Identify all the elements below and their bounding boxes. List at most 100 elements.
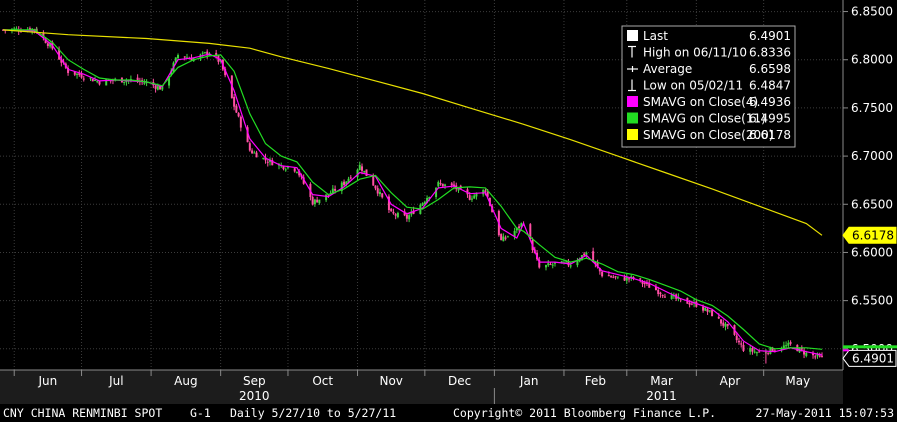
candle-body <box>726 323 729 326</box>
candle-body <box>482 189 485 195</box>
candle-body <box>711 310 714 317</box>
candle-body <box>224 68 227 76</box>
candle-body <box>502 236 505 242</box>
legend-value: 6.8336 <box>749 46 791 60</box>
candle-body <box>444 184 447 186</box>
legend-label: SMAVG on Close(11) <box>643 112 766 126</box>
candle-body <box>814 356 817 358</box>
footer-period: Daily 5/27/10 to 5/27/11 <box>230 406 396 420</box>
candle-body <box>80 74 83 78</box>
candle-body <box>19 31 22 33</box>
moving-average-lines <box>2 29 823 356</box>
candle-body <box>435 187 438 197</box>
candle-body <box>136 77 139 82</box>
candle-body <box>612 276 615 278</box>
candle-body <box>408 215 411 220</box>
candle-body <box>466 189 469 195</box>
candle-body <box>423 201 426 205</box>
candle-body <box>780 348 783 350</box>
candle-body <box>789 342 792 344</box>
candle-body <box>800 347 803 350</box>
candle-body <box>753 351 756 353</box>
candle-body <box>49 43 52 47</box>
candle-body <box>585 252 588 255</box>
candle-body <box>318 199 321 204</box>
y-tick-label: 6.6000 <box>851 245 893 259</box>
candle-body <box>44 38 47 44</box>
x-year-label: 2011 <box>646 389 677 403</box>
candle-body <box>630 276 633 278</box>
candle-body <box>345 181 348 185</box>
candle-body <box>156 86 159 90</box>
candle-body <box>553 262 556 264</box>
candle-body <box>475 192 478 197</box>
candle-body <box>302 177 305 184</box>
candle-body <box>316 199 319 203</box>
candle-body <box>313 199 316 205</box>
candle-body <box>177 55 180 59</box>
candle-body <box>751 347 754 352</box>
x-month-label: Jan <box>519 374 539 388</box>
candle-body <box>215 52 218 56</box>
candle-body <box>576 260 579 266</box>
sma-4-axis-marker <box>843 349 849 352</box>
candle-body <box>737 340 740 343</box>
candle-body <box>363 170 366 173</box>
candle-body <box>628 278 631 280</box>
candle-body <box>343 181 346 185</box>
legend-label: Average <box>643 62 692 76</box>
candle-body <box>565 261 568 263</box>
candle-body <box>722 322 725 326</box>
candle-body <box>623 277 626 281</box>
candle-body <box>233 96 236 107</box>
candle-body <box>547 263 550 266</box>
candle-body <box>168 76 171 86</box>
legend-value: 6.6598 <box>749 62 791 76</box>
candle-body <box>506 236 509 238</box>
candle-body <box>159 85 162 90</box>
footer-copyright: Copyright© 2011 Bloomberg Finance L.P. <box>453 406 716 420</box>
candle-body <box>484 190 487 193</box>
y-tick-label: 6.8000 <box>851 53 893 67</box>
candle-body <box>717 316 720 319</box>
candle-body <box>356 169 359 178</box>
yellow-square-icon <box>627 129 638 140</box>
white-square-icon <box>627 30 638 41</box>
candle-body <box>583 253 586 256</box>
candle-body <box>251 150 254 154</box>
candle-body <box>569 265 572 267</box>
candle-body <box>690 303 693 305</box>
candle-body <box>58 49 61 60</box>
candle-body <box>625 277 628 281</box>
legend-box <box>621 25 796 148</box>
candle-body <box>403 211 406 216</box>
candle-body <box>663 296 666 298</box>
candle-body <box>284 169 287 171</box>
candle-body <box>769 347 772 354</box>
candle-body <box>657 289 660 294</box>
candle-body <box>785 345 788 347</box>
candle-body <box>46 43 49 46</box>
candle-body <box>749 348 752 352</box>
candle-body <box>293 168 296 172</box>
candle-body <box>143 82 146 84</box>
candle-body <box>248 143 251 151</box>
candle-body <box>645 282 648 284</box>
legend-label: SMAVG on Close(4) <box>643 95 758 109</box>
sma-200-line <box>2 29 823 236</box>
candle-body <box>661 294 664 297</box>
legend-value: 6.4936 <box>749 95 791 109</box>
candle-body <box>659 292 662 295</box>
candle-body <box>441 183 444 187</box>
footer-security: CNY CHINA RENMINBI SPOT <box>3 406 162 420</box>
candle-body <box>145 81 148 84</box>
candle-body <box>15 28 18 30</box>
x-month-label: Oct <box>312 374 333 388</box>
candle-body <box>185 57 188 59</box>
candle-body <box>334 188 337 191</box>
candle-body <box>818 355 821 357</box>
candle-body <box>96 81 99 83</box>
x-month-label: Mar <box>650 374 673 388</box>
candle-body <box>742 344 745 351</box>
